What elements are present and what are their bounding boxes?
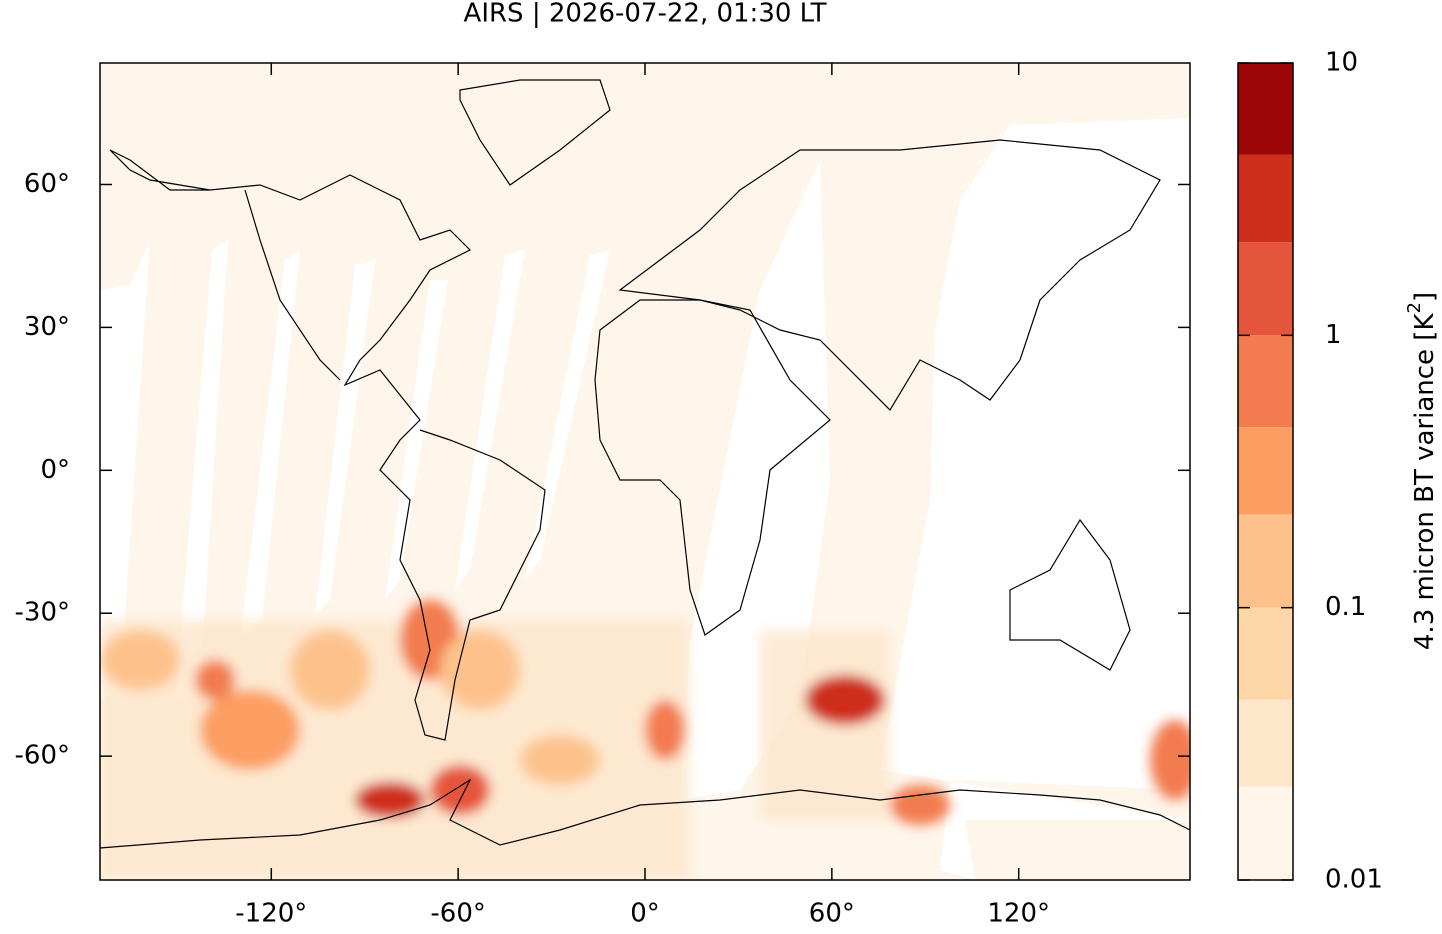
y-tick-label: -30° <box>15 598 70 628</box>
colorbar-tick-label: 0.01 <box>1325 865 1383 895</box>
colorbar-tick-label: 1 <box>1325 320 1342 350</box>
y-tick-label: 60° <box>24 169 70 199</box>
x-tick-label: -120° <box>235 899 307 929</box>
colorbar-band <box>1238 786 1293 880</box>
colorbar-label-sup: 2 <box>1404 302 1425 313</box>
colorbar-band <box>1238 514 1293 608</box>
colorbar-label-end: ] <box>1410 292 1440 302</box>
colorbar-label: 4.3 micron BT variance [K2] <box>1404 292 1440 650</box>
map-field <box>100 63 1190 880</box>
y-tick-label: -60° <box>15 741 70 771</box>
colorbar-band <box>1238 63 1293 155</box>
colorbar-band <box>1238 154 1293 243</box>
colorbar-tick-label: 0.1 <box>1325 592 1366 622</box>
colorbar-band <box>1238 427 1293 515</box>
chart-title: AIRS | 2026-07-22, 01:30 LT <box>464 0 827 29</box>
variance-blobs <box>100 600 1190 880</box>
colorbar-band <box>1238 335 1293 428</box>
y-tick-label: 30° <box>24 312 70 342</box>
colorbar-band <box>1238 699 1293 787</box>
x-tick-label: 0° <box>630 899 660 929</box>
colorbar-label-text: 4.3 micron BT variance [K <box>1410 313 1440 651</box>
coastlines <box>100 79 1190 849</box>
colorbar-band <box>1238 607 1293 700</box>
x-tick-label: -60° <box>430 899 485 929</box>
x-tick-label: 120° <box>987 899 1050 929</box>
colorbar-band <box>1238 242 1293 336</box>
x-tick-label: 60° <box>809 899 855 929</box>
y-tick-label: 0° <box>40 455 70 485</box>
colorbar-tick-label: 10 <box>1325 48 1358 78</box>
colorbar-frame <box>1237 62 1294 881</box>
